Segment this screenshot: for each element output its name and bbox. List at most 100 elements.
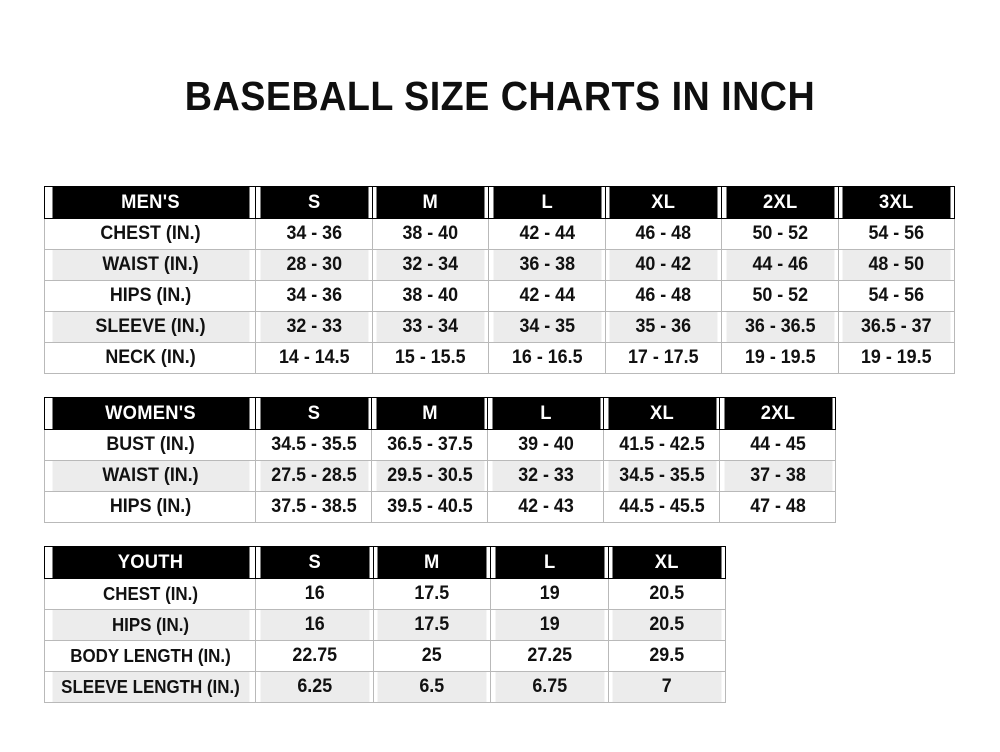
mens-measurement-value: 36 - 36.5: [724, 311, 835, 343]
youth-column-header-xl: XL: [611, 546, 723, 579]
mens-measurement-value: 50 - 52: [724, 218, 835, 250]
mens-measurement-label: HIPS (IN.): [50, 280, 250, 312]
mens-measurement-value: 16 - 16.5: [491, 342, 602, 374]
table-row: HIPS (IN.) 16 17.5 19 20.5: [45, 609, 726, 641]
mens-measurement-value: 17 - 17.5: [608, 342, 719, 374]
womens-measurement-value: 39 - 40: [490, 429, 601, 461]
table-row: HIPS (IN.) 34 - 36 38 - 40 42 - 44 46 - 48 50…: [45, 280, 955, 312]
youth-size-table: YOUTH S M L XL CHEST (IN.) 16 17.5 19 20.5 HIPS (…: [44, 546, 726, 703]
womens-measurement-value: 29.5 - 30.5: [374, 460, 485, 492]
womens-measurement-value: 44.5 - 45.5: [606, 491, 717, 523]
mens-table-title: MEN'S: [50, 186, 250, 219]
mens-column-header-m: M: [375, 186, 486, 219]
mens-measurement-value: 48 - 50: [841, 249, 952, 281]
womens-measurement-value: 32 - 33: [490, 460, 601, 492]
page-title: BASEBALL SIZE CHARTS IN INCH: [184, 73, 816, 119]
mens-column-header-xl: XL: [608, 186, 719, 219]
womens-column-header-s: S: [258, 397, 369, 430]
womens-column-header-xl: XL: [606, 397, 717, 430]
mens-measurement-label: CHEST (IN.): [50, 218, 250, 250]
mens-header-row: MEN'S S M L XL 2XL 3XL: [45, 186, 955, 219]
womens-measurement-value: 47 - 48: [722, 491, 833, 523]
womens-measurement-label: HIPS (IN.): [50, 491, 250, 523]
mens-table-body: CHEST (IN.) 34 - 36 38 - 40 42 - 44 46 - 48 5…: [45, 218, 955, 374]
womens-measurement-value: 37.5 - 38.5: [258, 491, 369, 523]
mens-measurement-value: 15 - 15.5: [375, 342, 486, 374]
youth-measurement-value: 17.5: [376, 578, 488, 610]
table-row: CHEST (IN.) 16 17.5 19 20.5: [45, 578, 726, 610]
womens-column-header-m: M: [374, 397, 485, 430]
mens-column-header-l: L: [491, 186, 602, 219]
youth-column-header-m: M: [376, 546, 488, 579]
youth-measurement-value: 20.5: [611, 578, 723, 610]
youth-measurement-value: 29.5: [611, 640, 723, 672]
mens-measurement-value: 28 - 30: [258, 249, 369, 281]
mens-measurement-value: 34 - 35: [491, 311, 602, 343]
mens-measurement-value: 54 - 56: [841, 280, 952, 312]
mens-measurement-value: 19 - 19.5: [841, 342, 952, 374]
youth-table-title: YOUTH: [50, 546, 250, 579]
womens-measurement-value: 27.5 - 28.5: [258, 460, 369, 492]
mens-measurement-value: 36 - 38: [491, 249, 602, 281]
mens-measurement-value: 38 - 40: [375, 218, 486, 250]
womens-measurement-value: 37 - 38: [722, 460, 833, 492]
youth-measurement-label: SLEEVE LENGTH (IN.): [50, 671, 250, 703]
womens-measurement-value: 34.5 - 35.5: [606, 460, 717, 492]
mens-column-header-2xl: 2XL: [724, 186, 835, 219]
youth-table-head: YOUTH S M L XL: [45, 546, 726, 579]
youth-measurement-value: 17.5: [376, 609, 488, 641]
table-row: WAIST (IN.) 28 - 30 32 - 34 36 - 38 40 - 42 4…: [45, 249, 955, 281]
mens-measurement-value: 46 - 48: [608, 280, 719, 312]
mens-measurement-value: 33 - 34: [375, 311, 486, 343]
mens-measurement-value: 34 - 36: [258, 280, 369, 312]
youth-measurement-label: BODY LENGTH (IN.): [50, 640, 250, 672]
youth-measurement-value: 16: [258, 609, 370, 641]
mens-measurement-value: 36.5 - 37: [841, 311, 952, 343]
table-row: SLEEVE (IN.) 32 - 33 33 - 34 34 - 35 35 - 36…: [45, 311, 955, 343]
youth-column-header-s: S: [258, 546, 370, 579]
youth-measurement-value: 16: [258, 578, 370, 610]
mens-measurement-label: WAIST (IN.): [50, 249, 250, 281]
mens-size-table: MEN'S S M L XL 2XL 3XL CHEST (IN.) 34 - 36 38 - …: [44, 186, 955, 374]
youth-measurement-value: 20.5: [611, 609, 723, 641]
womens-measurement-label: WAIST (IN.): [50, 460, 250, 492]
youth-measurement-value: 6.25: [258, 671, 370, 703]
womens-table-body: BUST (IN.) 34.5 - 35.5 36.5 - 37.5 39 - 40 4…: [45, 429, 836, 523]
womens-measurement-label: BUST (IN.): [50, 429, 250, 461]
youth-table-body: CHEST (IN.) 16 17.5 19 20.5 HIPS (IN.) 16 17.5 1…: [45, 578, 726, 703]
table-row: SLEEVE LENGTH (IN.) 6.25 6.5 6.75 7: [45, 671, 726, 703]
womens-table-title: WOMEN'S: [50, 397, 250, 430]
mens-measurement-value: 40 - 42: [608, 249, 719, 281]
mens-measurement-value: 35 - 36: [608, 311, 719, 343]
mens-column-header-3xl: 3XL: [841, 186, 952, 219]
womens-measurement-value: 36.5 - 37.5: [374, 429, 485, 461]
womens-column-header-2xl: 2XL: [722, 397, 833, 430]
mens-measurement-value: 42 - 44: [491, 218, 602, 250]
youth-measurement-label: CHEST (IN.): [50, 578, 250, 610]
mens-measurement-value: 19 - 19.5: [724, 342, 835, 374]
table-row: HIPS (IN.) 37.5 - 38.5 39.5 - 40.5 42 - 43 4…: [45, 491, 836, 523]
womens-size-table: WOMEN'S S M L XL 2XL BUST (IN.) 34.5 - 35.5 36.…: [44, 397, 836, 523]
youth-measurement-value: 19: [493, 578, 605, 610]
youth-measurement-value: 6.75: [493, 671, 605, 703]
youth-measurement-value: 22.75: [258, 640, 370, 672]
mens-measurement-label: NECK (IN.): [50, 342, 250, 374]
mens-measurement-value: 32 - 34: [375, 249, 486, 281]
youth-measurement-value: 25: [376, 640, 488, 672]
womens-table-head: WOMEN'S S M L XL 2XL: [45, 397, 836, 430]
mens-column-header-s: S: [258, 186, 369, 219]
youth-column-header-l: L: [493, 546, 605, 579]
womens-measurement-value: 42 - 43: [490, 491, 601, 523]
womens-measurement-value: 39.5 - 40.5: [374, 491, 485, 523]
youth-measurement-value: 19: [493, 609, 605, 641]
mens-measurement-value: 38 - 40: [375, 280, 486, 312]
mens-measurement-value: 34 - 36: [258, 218, 369, 250]
youth-measurement-value: 6.5: [376, 671, 488, 703]
table-row: BUST (IN.) 34.5 - 35.5 36.5 - 37.5 39 - 40 4…: [45, 429, 836, 461]
womens-measurement-value: 34.5 - 35.5: [258, 429, 369, 461]
mens-measurement-value: 54 - 56: [841, 218, 952, 250]
womens-header-row: WOMEN'S S M L XL 2XL: [45, 397, 836, 430]
table-row: BODY LENGTH (IN.) 22.75 25 27.25 29.5: [45, 640, 726, 672]
mens-measurement-value: 32 - 33: [258, 311, 369, 343]
mens-measurement-value: 44 - 46: [724, 249, 835, 281]
